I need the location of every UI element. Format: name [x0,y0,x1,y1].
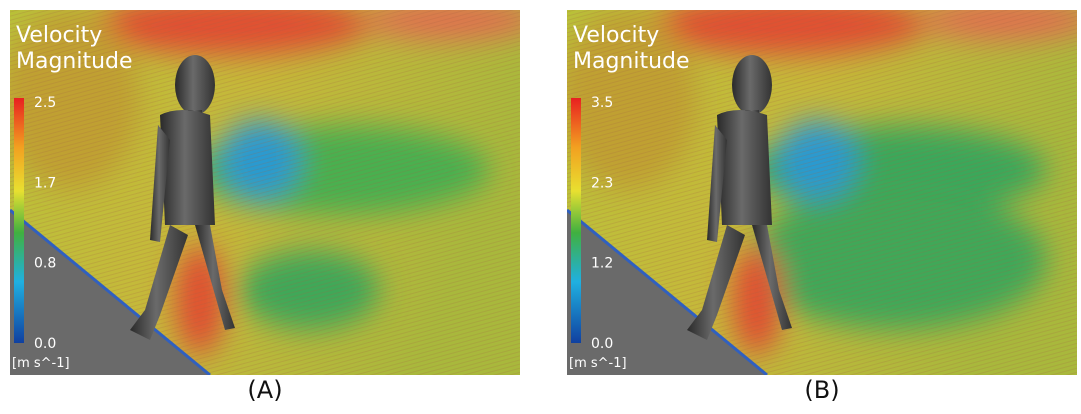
colorbar-tick-label: 1.2 [591,256,613,272]
colorbar-tick-label: 0.8 [34,256,56,272]
colorbar-tick-label: 0.0 [591,336,613,352]
colorbar-tick-label: 2.3 [591,175,613,191]
colorbar [14,98,24,343]
legend-title: Velocity [16,23,102,48]
colorbar-tick-label: 2.5 [34,95,56,111]
colorbar-tick-label: 3.5 [591,95,613,111]
legend-title: Velocity [573,23,659,48]
colorbar-tick-label: 0.0 [34,336,56,352]
colorbar-unit: [m s^-1] [12,356,70,371]
panel-caption: (A) [225,376,305,404]
legend-title: Magnitude [16,49,133,74]
panel-caption: (B) [782,376,862,404]
figure: VelocityMagnitude2.51.70.80.0[m s^-1](A)… [0,0,1081,414]
colorbar-unit: [m s^-1] [569,356,627,371]
colorbar [571,98,581,343]
colorbar-tick-label: 1.7 [34,175,56,191]
legend-title: Magnitude [573,49,690,74]
